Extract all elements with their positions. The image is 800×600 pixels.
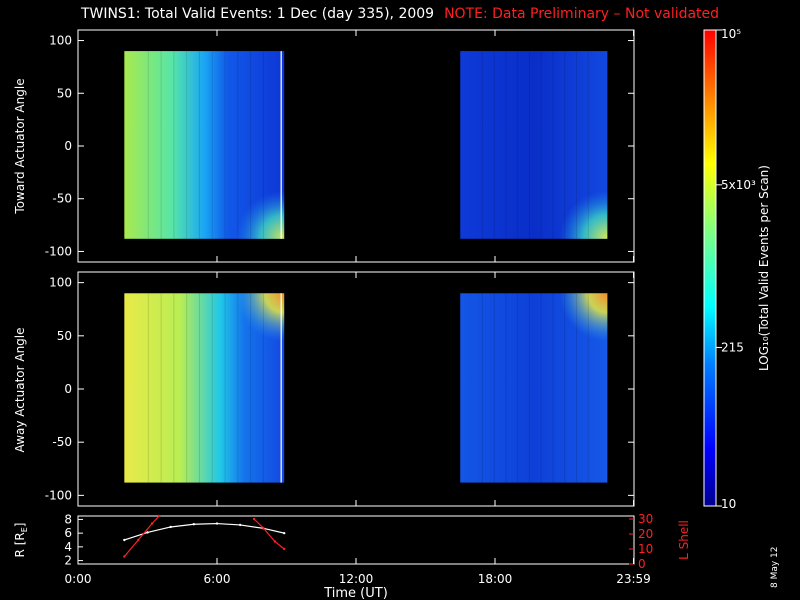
y-tick-label: 8 <box>64 512 72 526</box>
x-axis-label: Time (UT) <box>323 586 388 600</box>
colorbar-label: LOG₁₀(Total Valid Events per Scan) <box>757 165 771 371</box>
lshell-point <box>273 540 277 543</box>
y-tick-label: 4 <box>64 540 72 554</box>
y2-tick-label: 30 <box>638 512 653 526</box>
x-tick-label: 23:59 <box>616 572 651 586</box>
preliminary-note: NOTE: Data Preliminary – Not validated <box>444 6 720 22</box>
heatmap-hotspot <box>236 293 285 342</box>
radius-point <box>192 523 196 526</box>
lshell-point <box>123 555 126 558</box>
x-tick-label: 6:00 <box>204 572 231 586</box>
x-tick-label: 18:00 <box>478 572 513 586</box>
radius-point <box>169 525 172 529</box>
lshell-point <box>282 547 286 551</box>
x-tick-label: 0:00 <box>65 572 92 586</box>
radius-point <box>215 522 219 525</box>
y-tick-label: 2 <box>64 554 72 568</box>
toward-actuator-panel: -100 -50 0 50 100 Toward Actuator Angle <box>13 29 635 263</box>
radius-point <box>146 531 149 534</box>
radius-line <box>124 522 285 541</box>
y2-tick-label: 10 <box>638 542 653 556</box>
orbit-ylabel: R [RE] <box>13 523 29 558</box>
heatmap-hotspot <box>236 190 285 239</box>
lshell-line <box>123 515 160 557</box>
y-tick-label: -100 <box>45 244 72 258</box>
colorbar-gradient <box>703 29 717 507</box>
datestamp: 8 May 12 <box>770 546 780 588</box>
y-tick-label: -50 <box>52 435 72 449</box>
y2-tick-label: 0 <box>638 557 646 571</box>
y-tick-label: 50 <box>57 329 72 343</box>
y-tick-label: 100 <box>49 276 72 290</box>
y-tick-label: 100 <box>49 34 72 48</box>
toward-ylabel: Toward Actuator Angle <box>13 78 27 214</box>
y-tick-label: 0 <box>64 139 72 153</box>
y-tick-label: -50 <box>52 192 72 206</box>
colorbar-tick-label: 10 <box>721 497 736 511</box>
radius-point <box>238 523 242 527</box>
colorbar-tick-label: 10⁵ <box>721 27 741 41</box>
radius-point <box>123 538 126 542</box>
radius-point <box>282 531 286 535</box>
lshell-point <box>150 522 154 525</box>
colorbar-tick-label: 5x10³ <box>721 178 756 192</box>
y-tick-label: 0 <box>64 382 72 396</box>
y-tick-label: -100 <box>45 488 72 502</box>
lshell-label: L Shell <box>677 520 691 560</box>
chart-title: TWINS1: Total Valid Events: 1 Dec (day 3… <box>0 6 800 22</box>
colorbar: 10 215 5x10³ 10⁵ LOG₁₀(Total Valid Events p… <box>703 27 771 511</box>
y2-tick-label: 20 <box>638 527 653 541</box>
title-main: TWINS1: Total Valid Events: 1 Dec (day 3… <box>80 6 435 22</box>
lshell-point <box>157 514 161 518</box>
heatmap-hotspot <box>559 190 608 239</box>
x-tick-label: 12:00 <box>339 572 374 586</box>
y-tick-label: 50 <box>57 86 72 100</box>
away-actuator-panel: -100 -50 0 50 100 Away Actuator Angle <box>13 271 635 507</box>
lshell-line <box>253 518 285 550</box>
away-ylabel: Away Actuator Angle <box>13 327 27 452</box>
heatmap-hotspot <box>559 293 608 342</box>
lshell-point <box>137 538 140 542</box>
lshell-point <box>262 526 265 530</box>
y-tick-label: 6 <box>64 526 72 540</box>
colorbar-tick-label: 215 <box>721 340 744 354</box>
orbit-panel-frame <box>77 515 635 565</box>
lshell-point <box>252 517 256 521</box>
